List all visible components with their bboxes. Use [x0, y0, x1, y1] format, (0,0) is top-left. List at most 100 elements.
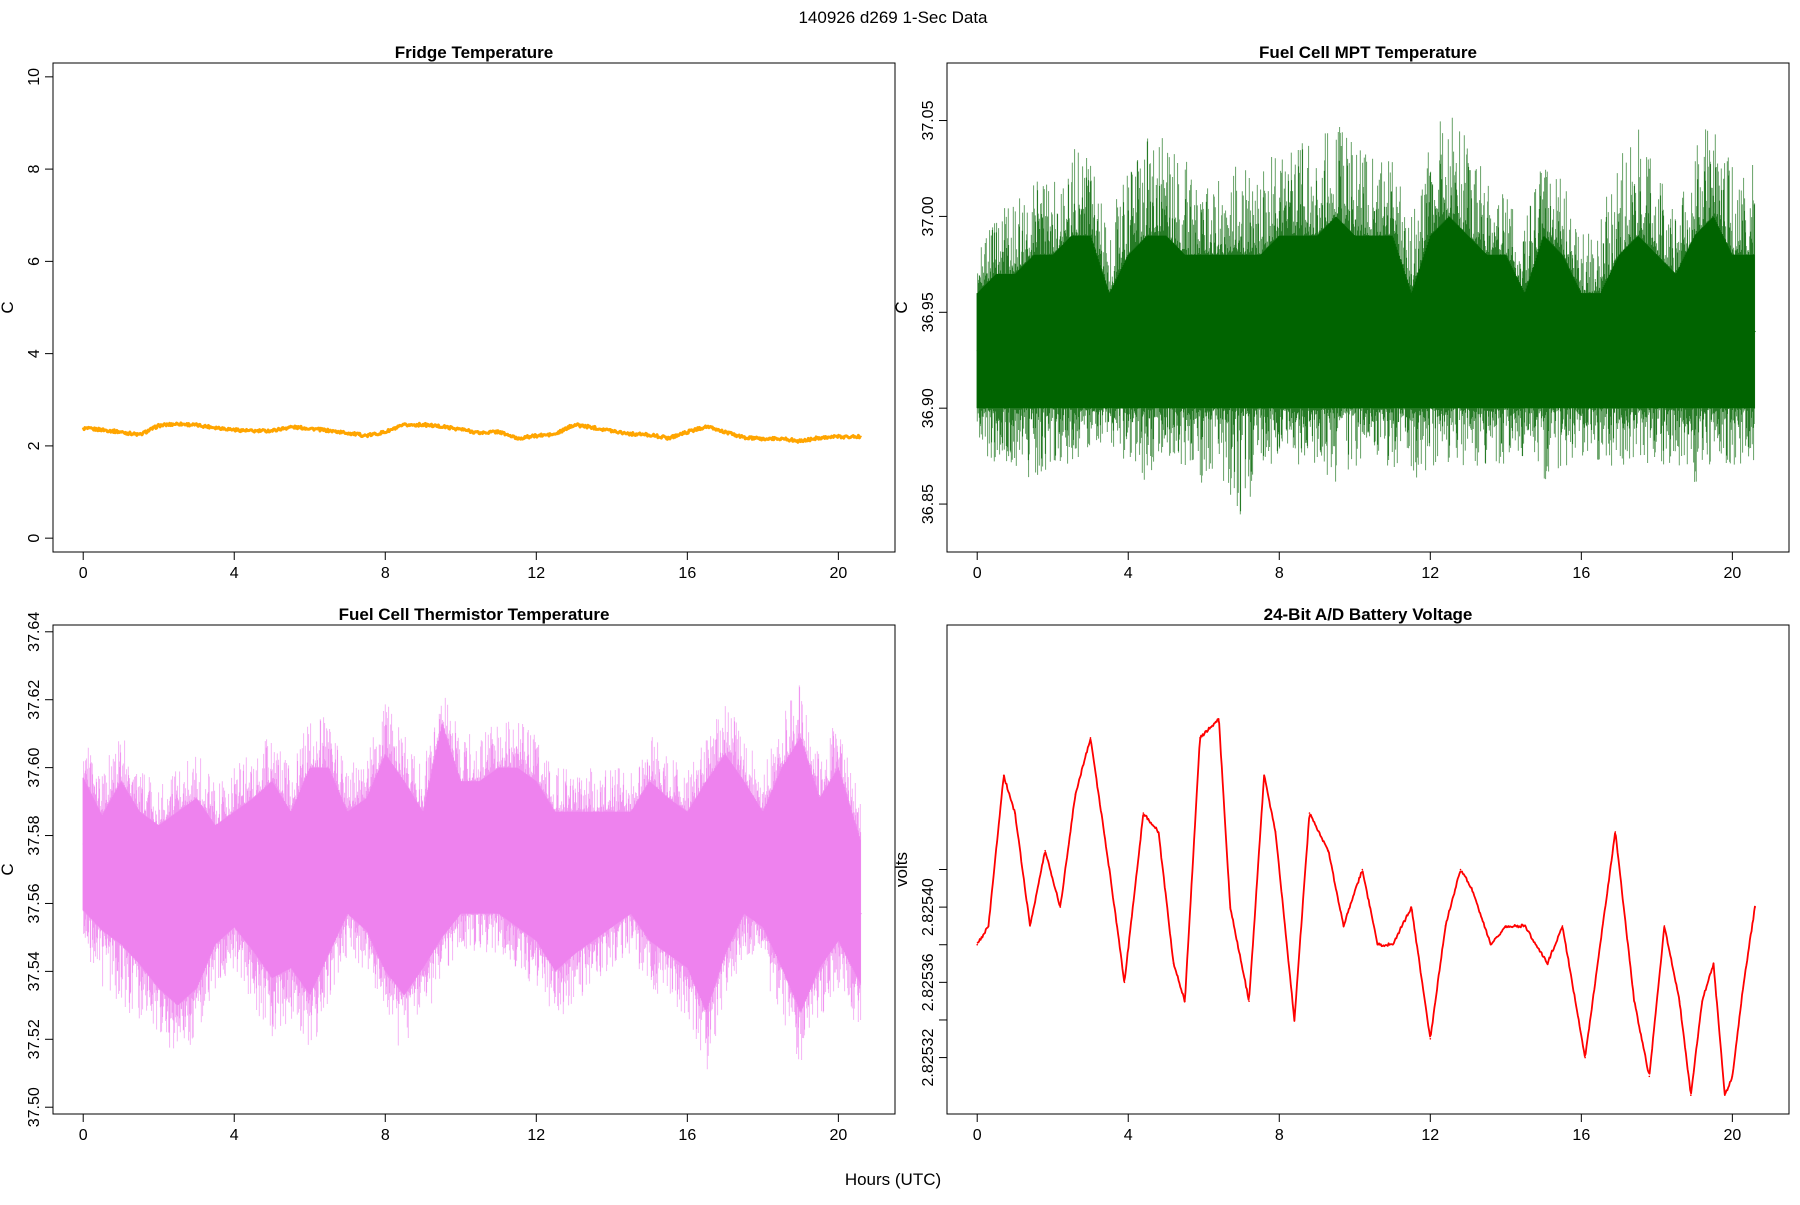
data-point-mpt: [1694, 321, 1696, 323]
x-tick-label-fridge: 0: [79, 565, 88, 582]
data-point-thermistor: [290, 889, 292, 891]
series-thermistor: [82, 685, 862, 1070]
x-tick-label-thermistor: 4: [230, 1127, 239, 1144]
data-point-battery: [1327, 849, 1330, 852]
data-point-battery: [1724, 1094, 1726, 1096]
data-point-fridge: [799, 440, 802, 443]
data-point-fridge: [724, 431, 726, 433]
data-point-fridge: [818, 436, 821, 439]
data-point-fridge: [535, 434, 538, 437]
data-point-mpt: [1561, 330, 1564, 333]
data-point-mpt: [995, 340, 997, 342]
data-point-mpt: [1278, 321, 1280, 323]
data-point-thermistor: [611, 868, 613, 871]
data-point-thermistor: [762, 868, 764, 871]
data-point-thermistor: [573, 882, 575, 884]
data-point-mpt: [1675, 340, 1677, 342]
data-point-fridge: [214, 426, 217, 429]
data-point-thermistor: [120, 862, 122, 864]
data-point-battery: [1157, 831, 1160, 833]
data-point-fridge: [705, 425, 708, 428]
data-point-thermistor: [328, 860, 330, 862]
data-point-fridge: [271, 429, 273, 432]
x-tick-label-battery: 20: [1723, 1127, 1741, 1144]
data-point-thermistor: [535, 860, 537, 862]
data-point-mpt: [1203, 330, 1205, 333]
data-point-battery: [1505, 925, 1507, 927]
data-point-fridge: [780, 437, 783, 440]
panel-thermistor: Fuel Cell Thermistor Temperature C 0 4 8 12 16…: [0, 605, 896, 1144]
data-point-fridge: [629, 433, 632, 435]
x-tick-label-thermistor: 16: [678, 1127, 696, 1144]
data-point-mpt: [1731, 330, 1733, 333]
x-tick-label-battery: 16: [1572, 1127, 1590, 1144]
data-point-mpt: [1410, 350, 1413, 352]
data-point-battery: [1014, 812, 1016, 814]
data-point-battery: [1742, 981, 1745, 984]
data-point-fridge: [422, 423, 424, 426]
y-tick-label-battery: 2.82532: [920, 1029, 937, 1087]
data-point-battery: [1029, 925, 1031, 927]
data-point-thermistor: [860, 913, 862, 915]
plot-frame-fridge: [52, 62, 896, 553]
panel-mpt: Fuel Cell MPT Temperature C 0 4 8 12 16 20 36.85…: [892, 43, 1790, 582]
data-point-battery: [1633, 1000, 1635, 1002]
data-point-mpt: [976, 350, 978, 352]
page-title: 140926 d269 1-Sec Data: [798, 8, 988, 27]
data-point-mpt: [1354, 321, 1356, 323]
data-point-thermistor: [705, 896, 707, 898]
y-tick-label-battery: 2.82540: [920, 878, 937, 936]
x-tick-label-battery: 8: [1275, 1127, 1284, 1144]
data-point-fridge: [290, 426, 292, 428]
y-tick-label-thermistor: 37.64: [26, 612, 43, 652]
series-line-battery: [976, 718, 1756, 1096]
data-point-mpt: [1335, 311, 1337, 313]
panels: Fridge Temperature C 0 4 8 12 16 20 0 2 4 6 8 10 Fuel …: [0, 43, 1790, 1144]
data-point-battery: [1391, 943, 1394, 946]
panel-fridge: Fridge Temperature C 0 4 8 12 16 20 0 2 4 6 8 10: [0, 43, 896, 582]
data-point-thermistor: [346, 862, 349, 864]
data-point-mpt: [1542, 321, 1545, 323]
data-point-mpt: [1222, 330, 1224, 333]
data-point-fridge: [762, 438, 764, 440]
data-point-fridge: [233, 428, 236, 431]
series-battery: [976, 718, 1756, 1096]
data-point-mpt: [1316, 321, 1318, 323]
data-point-thermistor: [214, 884, 216, 886]
data-point-battery: [987, 925, 990, 927]
data-point-fridge: [648, 434, 651, 436]
data-point-thermistor: [800, 873, 802, 876]
data-point-battery: [1059, 906, 1062, 908]
data-point-mpt: [1467, 321, 1469, 323]
data-point-battery: [1274, 831, 1277, 833]
y-tick-label-fridge: 2: [26, 441, 43, 450]
data-point-battery: [1293, 1019, 1296, 1021]
data-point-battery: [1690, 1094, 1692, 1096]
data-point-battery: [1248, 1000, 1250, 1002]
y-tick-label-thermistor: 37.62: [26, 680, 43, 720]
y-tick-label-thermistor: 37.50: [26, 1087, 43, 1127]
data-point-mpt: [1127, 330, 1129, 333]
data-point-mpt: [1297, 321, 1299, 323]
data-point-battery: [1044, 849, 1046, 852]
data-point-battery: [1754, 906, 1756, 908]
data-point-thermistor: [441, 829, 443, 832]
data-point-mpt: [1089, 321, 1092, 323]
data-point-mpt: [1618, 330, 1620, 333]
x-axis-label: Hours (UTC): [845, 1170, 941, 1189]
data-point-battery: [1663, 925, 1666, 927]
data-point-fridge: [139, 434, 141, 436]
x-tick-label-battery: 12: [1421, 1127, 1439, 1144]
data-point-battery: [1361, 868, 1364, 871]
data-point-thermistor: [479, 846, 481, 849]
data-point-fridge: [346, 432, 349, 434]
data-point-mpt: [1052, 330, 1054, 333]
y-tick-label-fridge: 10: [26, 68, 43, 86]
y-tick-label-thermistor: 37.60: [26, 748, 43, 788]
data-point-battery: [1459, 868, 1462, 871]
data-point-mpt: [1165, 321, 1167, 323]
x-tick-label-fridge: 4: [230, 565, 239, 582]
data-point-fridge: [837, 435, 840, 438]
series-line-fridge: [81, 421, 862, 444]
series-core-mpt: [976, 216, 1755, 409]
